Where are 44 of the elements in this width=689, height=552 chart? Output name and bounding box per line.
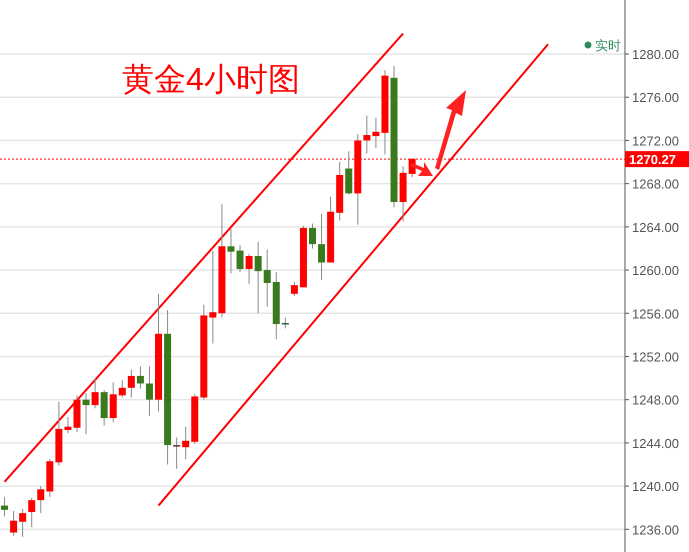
candlestick: [246, 253, 253, 285]
y-tick-label: 1256.00: [632, 306, 679, 322]
candlestick: [182, 426, 190, 460]
y-tick-label: 1240.00: [632, 479, 679, 494]
y-tick-label: 1244.00: [632, 436, 679, 451]
annotation: 实时: [584, 38, 621, 53]
candlestick: [128, 368, 135, 398]
candlestick: [28, 497, 36, 528]
y-tick-label: 1268.00: [632, 176, 679, 192]
y-tick-label: 1264.00: [632, 220, 679, 235]
y-tick-label: 1236.00: [632, 522, 679, 538]
candlestick: [10, 510, 18, 536]
annotation: 实时: [595, 38, 621, 53]
ref-label: 1270.27: [625, 151, 689, 168]
y-tick-label: 1248.00: [632, 392, 679, 408]
text: 黄金4小时图: [122, 61, 300, 97]
candlestick: [236, 244, 244, 273]
candlestick: [19, 508, 26, 538]
candlestick: [209, 250, 216, 344]
candlestick: [173, 436, 180, 470]
ref-line-label: 1270.27: [629, 152, 676, 168]
candlestick: [264, 249, 271, 308]
candlestick: [92, 378, 99, 409]
candlestick: [146, 366, 153, 416]
candlestick: [82, 392, 90, 435]
candlestick: [37, 486, 44, 514]
candlestick: [110, 382, 117, 423]
candlestick: [64, 416, 72, 434]
candlestick: [227, 228, 234, 274]
candlestick: [254, 241, 262, 314]
candlestick: [118, 380, 126, 398]
candlestick: [309, 223, 316, 249]
y-tick-label: 1280.00: [632, 47, 679, 62]
y-tick-label: 1272.00: [632, 133, 679, 148]
candlestick: [1, 496, 8, 517]
candlestick: [282, 317, 289, 329]
candlestick: [363, 115, 370, 154]
candlestick: [290, 281, 298, 296]
candlestick: [372, 117, 380, 148]
candlestick: [136, 366, 144, 390]
candlestick: [318, 213, 326, 280]
y-tick-label: 1260.00: [632, 263, 679, 278]
y-tick-label: 1252.00: [632, 349, 679, 364]
y-tick-label: 1276.00: [632, 90, 679, 106]
